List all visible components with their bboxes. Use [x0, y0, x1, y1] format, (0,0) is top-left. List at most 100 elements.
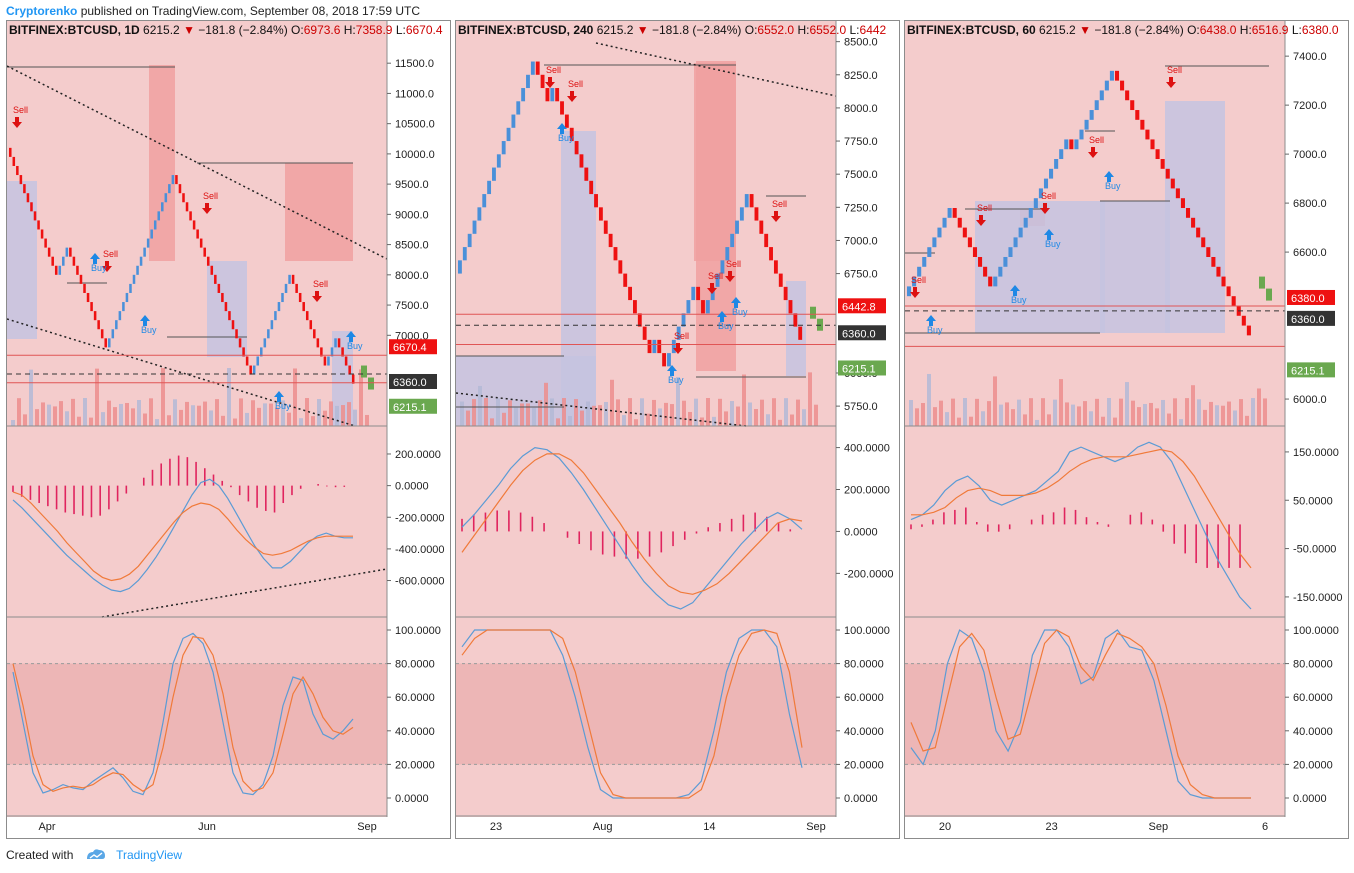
- volume-bar: [466, 410, 470, 426]
- zone-area: [975, 201, 1105, 333]
- sell-arrow-icon: [910, 287, 920, 298]
- volume-bar: [939, 400, 943, 426]
- renko-brick: [613, 247, 618, 261]
- renko-brick: [348, 365, 351, 375]
- price-axis-background: [1285, 21, 1348, 838]
- renko-brick: [1175, 188, 1180, 199]
- volume-bar: [329, 401, 333, 426]
- renko-brick: [705, 300, 710, 314]
- volume-bar: [1077, 406, 1081, 426]
- renko-brick: [555, 88, 560, 102]
- renko-brick: [86, 292, 90, 303]
- volume-bar: [622, 415, 626, 426]
- author-name[interactable]: Cryptorenko: [6, 4, 78, 18]
- volume-bar: [119, 403, 123, 426]
- volume-bar: [71, 398, 75, 426]
- renko-brick: [1231, 296, 1236, 306]
- price-tag-label: 6380.0: [1291, 293, 1325, 305]
- renko-brick: [37, 220, 40, 230]
- renko-brick: [214, 274, 217, 284]
- volume-bar: [1191, 385, 1195, 426]
- chart-title: BITFINEX:BTCUSD, 240 6215.2 ▼ −181.8 (−2…: [458, 23, 887, 37]
- tradingview-link[interactable]: TradingView: [116, 848, 183, 862]
- volume-bar: [1251, 398, 1255, 426]
- chart-panel-240[interactable]: BITFINEX:BTCUSD, 240 6215.2 ▼ −181.8 (−2…: [455, 20, 900, 839]
- renko-brick: [550, 88, 555, 102]
- stoch-tick-label: 20.0000: [1293, 759, 1333, 771]
- down-arrow-icon: ▼: [1079, 23, 1091, 37]
- volume-bar: [1053, 399, 1057, 426]
- chart-panel-60[interactable]: BITFINEX:BTCUSD, 60 6215.2 ▼ −181.8 (−2.…: [904, 20, 1349, 839]
- renko-brick: [263, 338, 267, 348]
- last-price: 6215.2: [596, 23, 634, 37]
- renko-brick: [1094, 100, 1099, 111]
- volume-bar: [1221, 405, 1225, 426]
- volume-bar: [1185, 398, 1189, 426]
- buy-arrow-icon: [557, 123, 567, 134]
- volume-bar: [484, 398, 488, 426]
- renko-brick: [90, 302, 93, 312]
- sell-arrow-icon: [102, 261, 112, 272]
- renko-brick: [1028, 208, 1033, 218]
- macd-line: [12, 478, 353, 593]
- y-tick-label: 10000.0: [395, 149, 435, 161]
- buy-signal: Buy: [557, 123, 574, 143]
- y-tick-label: 7750.0: [844, 136, 878, 148]
- volume-bar: [1149, 402, 1153, 426]
- renko-brick: [16, 165, 19, 176]
- renko-brick: [26, 193, 30, 203]
- renko-brick: [192, 220, 196, 230]
- low-value: 6670.4: [405, 23, 443, 37]
- renko-brick: [730, 233, 735, 248]
- renko-brick: [1003, 256, 1008, 267]
- renko-brick: [267, 329, 270, 339]
- sell-signal: Sell: [12, 105, 28, 128]
- renko-brick: [952, 208, 957, 218]
- volume-bar: [1209, 401, 1213, 426]
- renko-brick: [104, 338, 107, 348]
- renko-brick: [962, 227, 967, 238]
- renko-brick: [467, 233, 472, 248]
- y-tick-label: 7400.0: [1293, 51, 1327, 63]
- chart-panel-1d[interactable]: BITFINEX:BTCUSD, 1D 6215.2 ▼ −181.8 (−2.…: [6, 20, 451, 839]
- price-tag: [1287, 310, 1335, 326]
- buy-arrow-icon: [717, 311, 727, 322]
- renko-brick: [323, 356, 327, 366]
- tradingview-logo-icon[interactable]: [85, 848, 107, 863]
- renko-brick: [284, 283, 288, 293]
- stoch-tick-label: 40.0000: [1293, 726, 1333, 738]
- renko-brick: [691, 286, 696, 301]
- renko-brick: [1185, 208, 1191, 218]
- sell-arrow-icon: [1166, 77, 1176, 88]
- price-change: −181.8 (−2.84%): [198, 23, 288, 37]
- sell-signal: Sell: [202, 191, 218, 214]
- volume-bar: [748, 402, 752, 426]
- y-tick-label: 11500.0: [395, 58, 434, 70]
- stoch-tick-label: 100.0000: [1293, 625, 1339, 637]
- volume-bar: [808, 372, 812, 426]
- renko-brick: [569, 127, 574, 142]
- macd-tick-label: 400.0000: [844, 443, 890, 455]
- signal-label: Buy: [1105, 181, 1121, 191]
- y-tick-label: 6800.0: [1293, 198, 1327, 210]
- renko-brick: [647, 339, 652, 354]
- y-tick-label: 9500.0: [395, 179, 429, 191]
- renko-brick: [907, 286, 912, 297]
- renko-brick: [1155, 149, 1160, 160]
- stoch-d-line: [461, 629, 803, 799]
- buy-arrow-icon: [274, 391, 284, 402]
- renko-brick: [1150, 139, 1155, 150]
- renko-brick: [458, 260, 462, 274]
- y-tick-label: 8250.0: [844, 70, 878, 82]
- renko-brick: [76, 265, 79, 275]
- renko-brick: [1013, 237, 1018, 248]
- buy-signal: Buy: [346, 331, 363, 351]
- renko-brick: [320, 347, 323, 357]
- renko-brick: [206, 256, 210, 266]
- volume-bar: [682, 400, 686, 426]
- volume-bar: [83, 398, 87, 426]
- price-axis-background: [387, 21, 450, 838]
- renko-brick: [288, 274, 291, 284]
- volume-bar: [353, 409, 357, 426]
- volume-bar: [23, 414, 27, 426]
